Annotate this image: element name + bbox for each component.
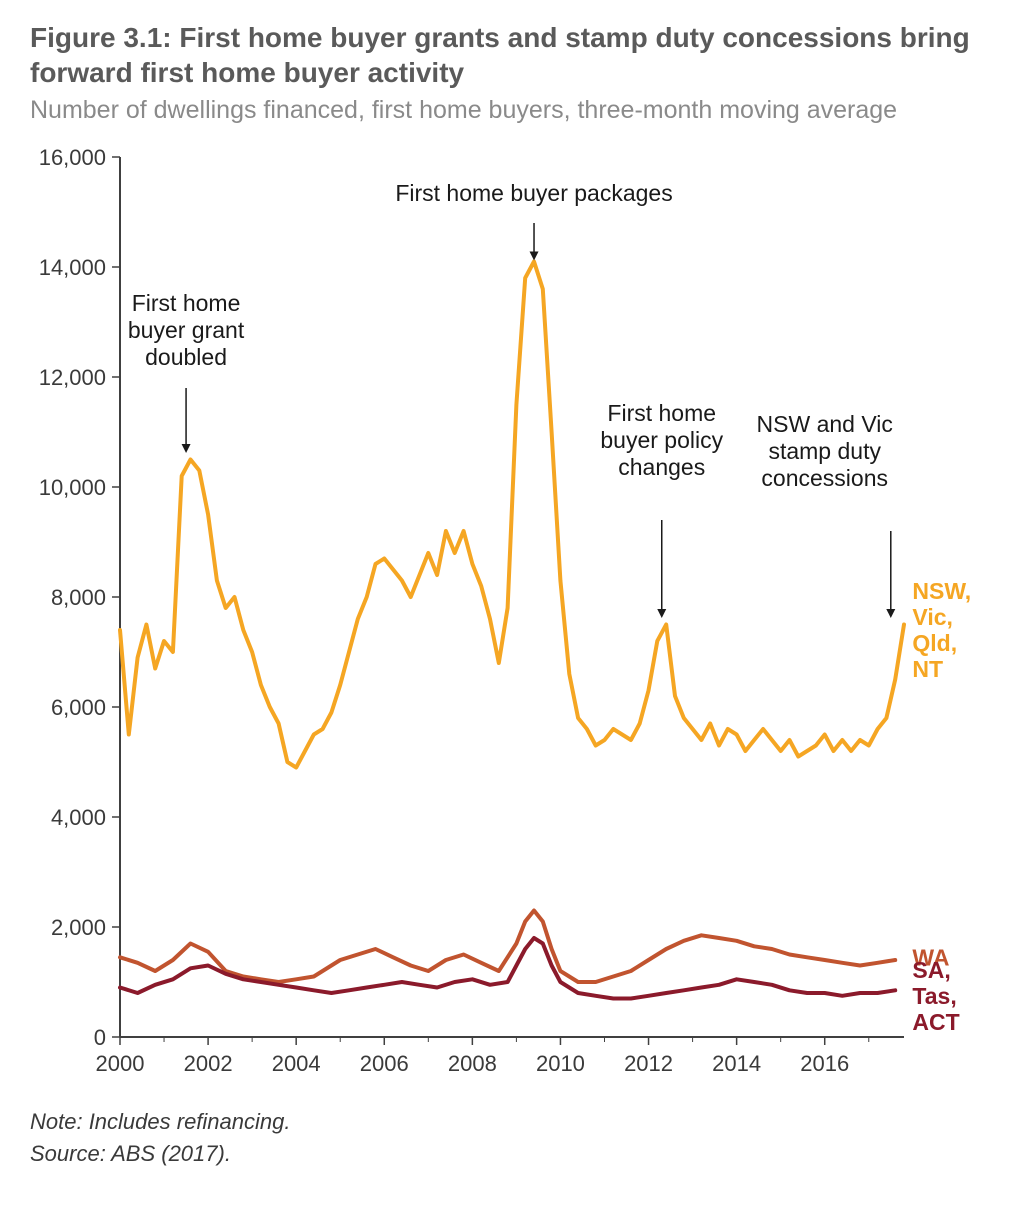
series-line [120,938,895,999]
figure-source: Source: ABS (2017). [30,1141,994,1167]
x-tick-label: 2000 [96,1051,145,1076]
figure-note: Note: Includes refinancing. [30,1109,994,1135]
figure-subtitle: Number of dwellings financed, first home… [30,94,994,127]
chart-annotation: First homebuyer policychanges [600,400,723,480]
line-chart: 0 2,000 4,000 6,000 8,000 10,000 12,000 14,000 1… [30,137,994,1097]
x-tick-label: 2002 [184,1051,233,1076]
x-tick-label: 2004 [272,1051,321,1076]
y-tick-label: 8,000 [51,585,106,610]
series-label: NSW,Vic,Qld,NT [912,578,971,682]
figure-title: Figure 3.1: First home buyer grants and … [30,20,994,90]
x-tick-label: 2014 [712,1051,761,1076]
chart-annotation: NSW and Vicstamp dutyconcessions [757,411,893,491]
y-tick-label: 12,000 [39,365,106,390]
y-tick-label: 14,000 [39,255,106,280]
y-tick-label: 6,000 [51,695,106,720]
chart-annotation: First home buyer packages [395,180,672,206]
x-tick-label: 2008 [448,1051,497,1076]
chart-annotation: First homebuyer grantdoubled [128,290,245,370]
y-tick-label: 0 [94,1025,106,1050]
x-tick-label: 2012 [624,1051,673,1076]
y-tick-label: 10,000 [39,475,106,500]
series-line [120,910,895,982]
y-tick-label: 4,000 [51,805,106,830]
x-tick-label: 2006 [360,1051,409,1076]
x-tick-label: 2010 [536,1051,585,1076]
series-label: SA,Tas,ACT [912,956,959,1034]
y-tick-label: 2,000 [51,915,106,940]
y-tick-label: 16,000 [39,145,106,170]
x-tick-label: 2016 [800,1051,849,1076]
figure-footer: Note: Includes refinancing. Source: ABS … [30,1109,994,1167]
